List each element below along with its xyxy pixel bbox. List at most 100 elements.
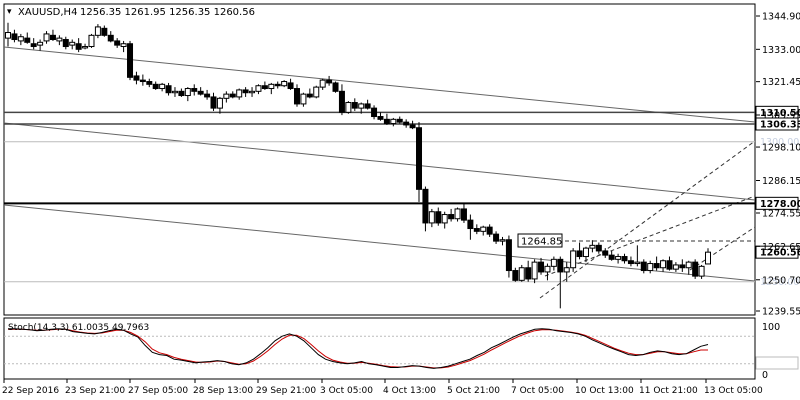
candle-bear: [602, 250, 609, 256]
candle-bear: [557, 258, 564, 273]
candle-bear: [287, 82, 294, 90]
level-price-label: 1310.50: [760, 108, 800, 119]
candle-bull: [17, 36, 24, 42]
time-tick-label: 3 Oct 05:00: [320, 386, 373, 396]
candle-bull: [672, 264, 679, 270]
time-tick-label: 29 Sep 21:00: [256, 386, 316, 396]
candle-bull: [358, 103, 365, 109]
candle-bull: [570, 250, 577, 269]
candle-bear: [371, 107, 378, 118]
level-price-box: [755, 196, 799, 210]
level-price-box: [756, 135, 798, 148]
candle-bear: [24, 37, 31, 43]
candle-bull: [518, 267, 525, 281]
trendline[interactable]: [3, 122, 756, 201]
candle-bear: [653, 263, 660, 269]
stoch-frame: [3, 317, 756, 380]
candle-bear: [403, 121, 410, 126]
price-tick-label: 1321.45: [762, 77, 800, 88]
candle-bull: [345, 102, 352, 113]
candle-bear: [409, 124, 416, 129]
candle-bear: [576, 250, 583, 258]
candle-bull: [589, 244, 596, 249]
candle-bull: [56, 37, 63, 42]
candle-bull: [236, 89, 243, 98]
candle-bear: [377, 116, 384, 120]
candle-bear: [525, 267, 532, 280]
candle-bear: [512, 270, 519, 281]
candle-bear: [75, 43, 82, 50]
candle-bull: [544, 265, 551, 273]
price-axis: 1344.90 1333.00 1321.45 1309.55 1298.10 1286.…: [756, 12, 800, 318]
candle-bear: [62, 39, 69, 48]
time-tick-label: 7 Oct 05:00: [511, 386, 564, 396]
candle-bull: [705, 251, 711, 265]
candle-bull: [615, 256, 622, 260]
candle-bull: [531, 261, 538, 280]
candle-bear: [608, 254, 615, 260]
candle-bull: [223, 93, 230, 99]
candle-bull: [82, 46, 89, 49]
candle-bull: [390, 118, 397, 125]
time-tick-label: 27 Sep 05:00: [128, 386, 188, 396]
candle-bear: [178, 90, 185, 97]
trendline[interactable]: [544, 195, 756, 277]
ohlc-readout: 1256.35 1261.95 1256.35 1260.56: [80, 7, 255, 18]
candle-bear: [460, 208, 467, 221]
candle-bull: [660, 260, 667, 269]
candle-bear: [146, 81, 153, 85]
annotation-box: [517, 233, 563, 248]
candle-bull: [171, 90, 178, 94]
candle-bear: [165, 85, 172, 94]
price-tick-label: 1333.00: [762, 45, 800, 56]
chart-menu-icon[interactable]: ▾: [7, 7, 12, 17]
candle-bull: [685, 261, 692, 269]
price-annotation[interactable]: 1264.85: [517, 233, 563, 248]
candle-bull: [43, 33, 50, 42]
level-price-box: [755, 245, 799, 259]
candle-bear: [679, 264, 686, 269]
candle-bear: [505, 239, 512, 272]
candle-bull: [268, 83, 275, 90]
candle-bear: [197, 90, 204, 95]
trendline[interactable]: [3, 204, 756, 282]
candlestick-series: [5, 22, 711, 309]
candle-bear: [422, 188, 429, 224]
stoch-tick-label: 100: [762, 322, 780, 333]
candle-bull: [255, 85, 262, 92]
candle-bull: [37, 41, 44, 46]
trendline[interactable]: [689, 226, 756, 271]
candle-bull: [159, 83, 166, 90]
candle-bear: [30, 43, 37, 48]
candle-bear: [306, 93, 313, 98]
candle-bear: [338, 90, 345, 113]
candle-bear: [595, 244, 602, 252]
candle-bear: [133, 75, 140, 81]
candle-bull: [184, 88, 191, 97]
stoch-tick-label: 0: [762, 370, 768, 381]
time-tick-label: 5 Oct 21:00: [447, 386, 500, 396]
time-tick-label: 13 Oct 05:00: [704, 386, 763, 396]
price-tick-label: 1262.65: [762, 242, 800, 253]
price-tick-label: 1286.15: [762, 176, 800, 187]
candle-bull: [313, 86, 320, 98]
candle-bear: [114, 40, 121, 46]
time-tick-label: 4 Oct 13:00: [383, 386, 436, 396]
price-tick-label: 1250.70: [762, 275, 800, 286]
trendline[interactable]: [539, 140, 756, 299]
stochastic-oscillator: 100 0: [4, 322, 799, 381]
level-price-box: [755, 117, 799, 131]
candle-bear: [486, 226, 493, 235]
candle-bear: [210, 96, 217, 109]
time-tick-label: 23 Sep 21:00: [65, 386, 125, 396]
candle-bear: [473, 228, 480, 232]
level-price-label: 1300.00: [760, 137, 799, 148]
candle-bear: [274, 83, 281, 87]
candle-bear: [364, 103, 371, 109]
candle-bull: [563, 267, 570, 273]
candle-bear: [493, 233, 500, 242]
candle-bear: [332, 82, 339, 92]
stoch-header: Stoch(14,3,3) 61.0035 49.7963: [8, 323, 149, 333]
